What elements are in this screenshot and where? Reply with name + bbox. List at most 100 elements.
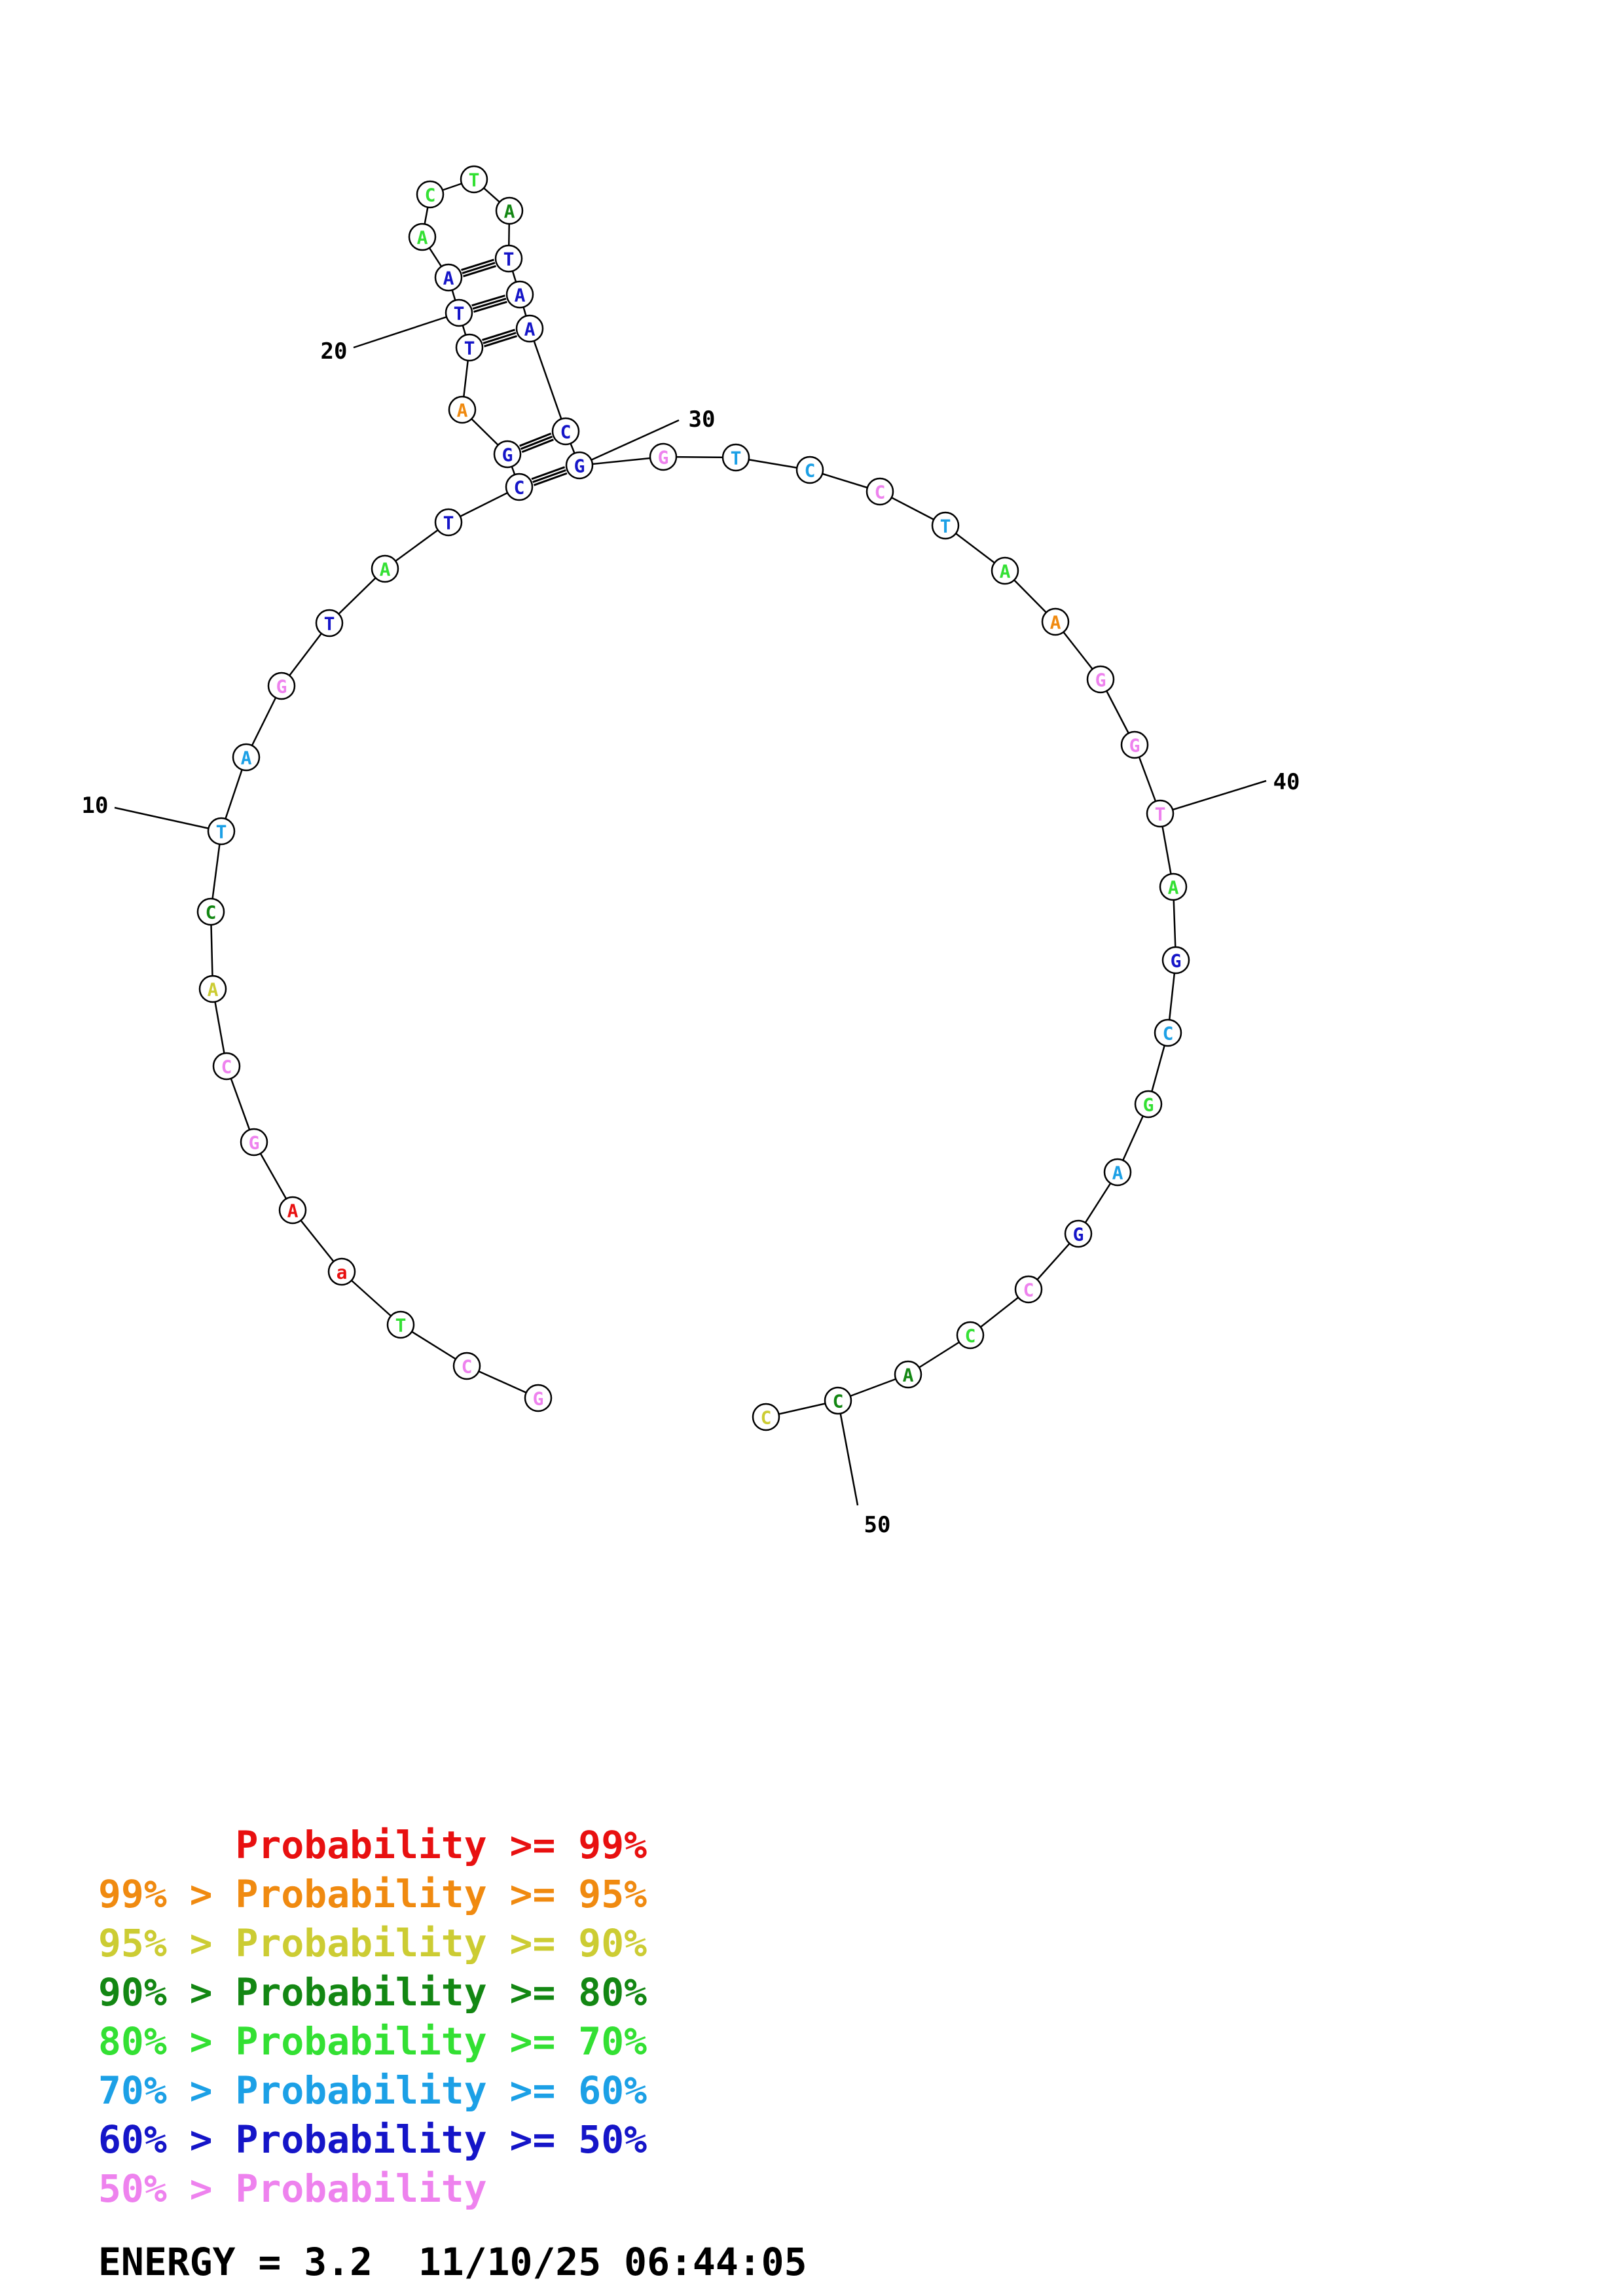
- nucleotide-base: C: [761, 1407, 772, 1429]
- nucleotide-circle: [198, 975, 227, 1003]
- nucleotide-base: G: [1171, 950, 1182, 972]
- base-pair-bond: [462, 262, 496, 274]
- nucleotide-circle: [1103, 1158, 1132, 1187]
- nucleotide: T: [460, 165, 488, 194]
- base-pair-bond: [482, 329, 515, 342]
- nucleotide-circle: [1161, 946, 1190, 975]
- legend-row: 50% > Probability: [98, 2170, 487, 2208]
- tick-label: 10: [82, 793, 109, 819]
- nucleotide: A: [1041, 607, 1070, 636]
- nucleotide-base: G: [574, 456, 585, 477]
- nucleotide-circle: [327, 1257, 356, 1286]
- nucleotide-circle: [495, 196, 524, 225]
- tick-line: [579, 419, 680, 467]
- nucleotide-base: T: [940, 516, 951, 537]
- nucleotide-base: C: [1023, 1280, 1034, 1301]
- energy-footer: ENERGY = 3.2 11/10/25 06:44:05: [98, 2240, 807, 2284]
- nucleotide: A: [991, 556, 1019, 585]
- nucleotide-base: G: [1073, 1224, 1084, 1246]
- nucleotide-base: C: [425, 185, 436, 206]
- tick-label: 30: [689, 406, 716, 433]
- nucleotide: a: [327, 1257, 356, 1286]
- nucleotide-base: A: [443, 268, 454, 289]
- base-pair-bond: [533, 472, 568, 486]
- nucleotide-circle: [1146, 799, 1175, 828]
- nucleotide-circle: [416, 180, 445, 209]
- nucleotide: T: [1146, 799, 1175, 828]
- tick-label: 50: [864, 1512, 891, 1538]
- nucleotide-base: A: [1050, 612, 1061, 634]
- nucleotide: C: [452, 1352, 481, 1380]
- nucleotide-base: A: [457, 400, 468, 422]
- nucleotide-base: A: [1000, 561, 1011, 583]
- nucleotide-base: G: [1129, 735, 1140, 757]
- nucleotide-circle: [212, 1052, 241, 1081]
- nucleotide-base: C: [805, 460, 816, 482]
- nucleotide-circle: [493, 440, 522, 469]
- nucleotide-base: C: [965, 1325, 976, 1347]
- nucleotide: G: [1161, 946, 1190, 975]
- nucleotide-base: A: [380, 559, 391, 581]
- nucleotide-circle: [1134, 1090, 1163, 1119]
- legend-prefix: 60% >: [98, 2117, 236, 2162]
- nucleotide: T: [721, 443, 750, 472]
- legend-prefix: 99% >: [98, 1872, 236, 1916]
- nucleotide-circle: [460, 165, 488, 194]
- legend-text: Probability >= 50%: [235, 2117, 647, 2162]
- nucleotide-circle: [1120, 730, 1149, 759]
- legend-text: Probability >= 95%: [235, 1872, 647, 1916]
- nucleotide: A: [434, 263, 463, 292]
- tick-label: 40: [1273, 769, 1300, 795]
- base-pair-bond: [519, 433, 552, 447]
- legend-text: Probability >= 90%: [235, 1921, 647, 1965]
- base-pair-bond: [531, 466, 566, 480]
- nucleotide: T: [494, 244, 523, 273]
- backbone-segment: [528, 328, 567, 432]
- nucleotide: T: [455, 333, 484, 362]
- nucleotide-base: C: [833, 1391, 844, 1412]
- nucleotide-base: G: [1143, 1094, 1154, 1116]
- nucleotide: C: [196, 897, 225, 926]
- nucleotide-circle: [551, 417, 580, 446]
- nucleotide-base: A: [208, 979, 219, 1001]
- tick-line: [353, 312, 460, 349]
- nucleotide-circle: [452, 1352, 481, 1380]
- nucleotide-base: A: [417, 227, 428, 249]
- base-pair-bond: [483, 332, 517, 344]
- nucleotide-base: A: [1168, 877, 1179, 899]
- nucleotide-base: T: [731, 448, 742, 469]
- legend-prefix: 80% >: [98, 2019, 236, 2064]
- nucleotide-base: C: [514, 477, 525, 499]
- nucleotide-circle: [752, 1403, 780, 1431]
- nucleotide: C: [824, 1386, 852, 1415]
- base-pairs: [461, 259, 568, 486]
- tick-line: [114, 806, 222, 833]
- nucleotide: C: [505, 473, 534, 501]
- nucleotide: A: [894, 1360, 922, 1389]
- nucleotide-circle: [232, 743, 261, 772]
- legend-text: Probability: [235, 2166, 487, 2211]
- nucleotide: G: [649, 442, 678, 471]
- nucleotide-circle: [1086, 665, 1115, 694]
- legend-text: Probability >= 99%: [235, 1823, 647, 1867]
- tick-line: [837, 1400, 859, 1506]
- nucleotide-circle: [1041, 607, 1070, 636]
- legend-row: 95% > Probability >= 90%: [98, 1924, 647, 1962]
- base-pair-bond: [520, 435, 553, 450]
- legend-prefix: 50% >: [98, 2166, 236, 2211]
- nucleotide-circle: [1154, 1018, 1182, 1047]
- nucleotide: C: [866, 477, 894, 506]
- nucleotide-base: T: [469, 170, 480, 191]
- nucleotide-circle: [207, 817, 236, 846]
- nucleotide: G: [240, 1128, 268, 1157]
- nucleotide: G: [1086, 665, 1115, 694]
- nucleotide: C: [551, 417, 580, 446]
- nucleotide-base: C: [462, 1356, 473, 1378]
- nucleotide-base: T: [1155, 804, 1166, 825]
- nucleotide-circle: [956, 1321, 985, 1350]
- legend-prefix: [98, 1823, 236, 1867]
- nucleotide-circle: [386, 1310, 415, 1339]
- timestamp: 11/10/25 06:44:05: [418, 2240, 807, 2284]
- nucleotide-base: G: [658, 447, 669, 469]
- backbone-segment: [579, 456, 664, 467]
